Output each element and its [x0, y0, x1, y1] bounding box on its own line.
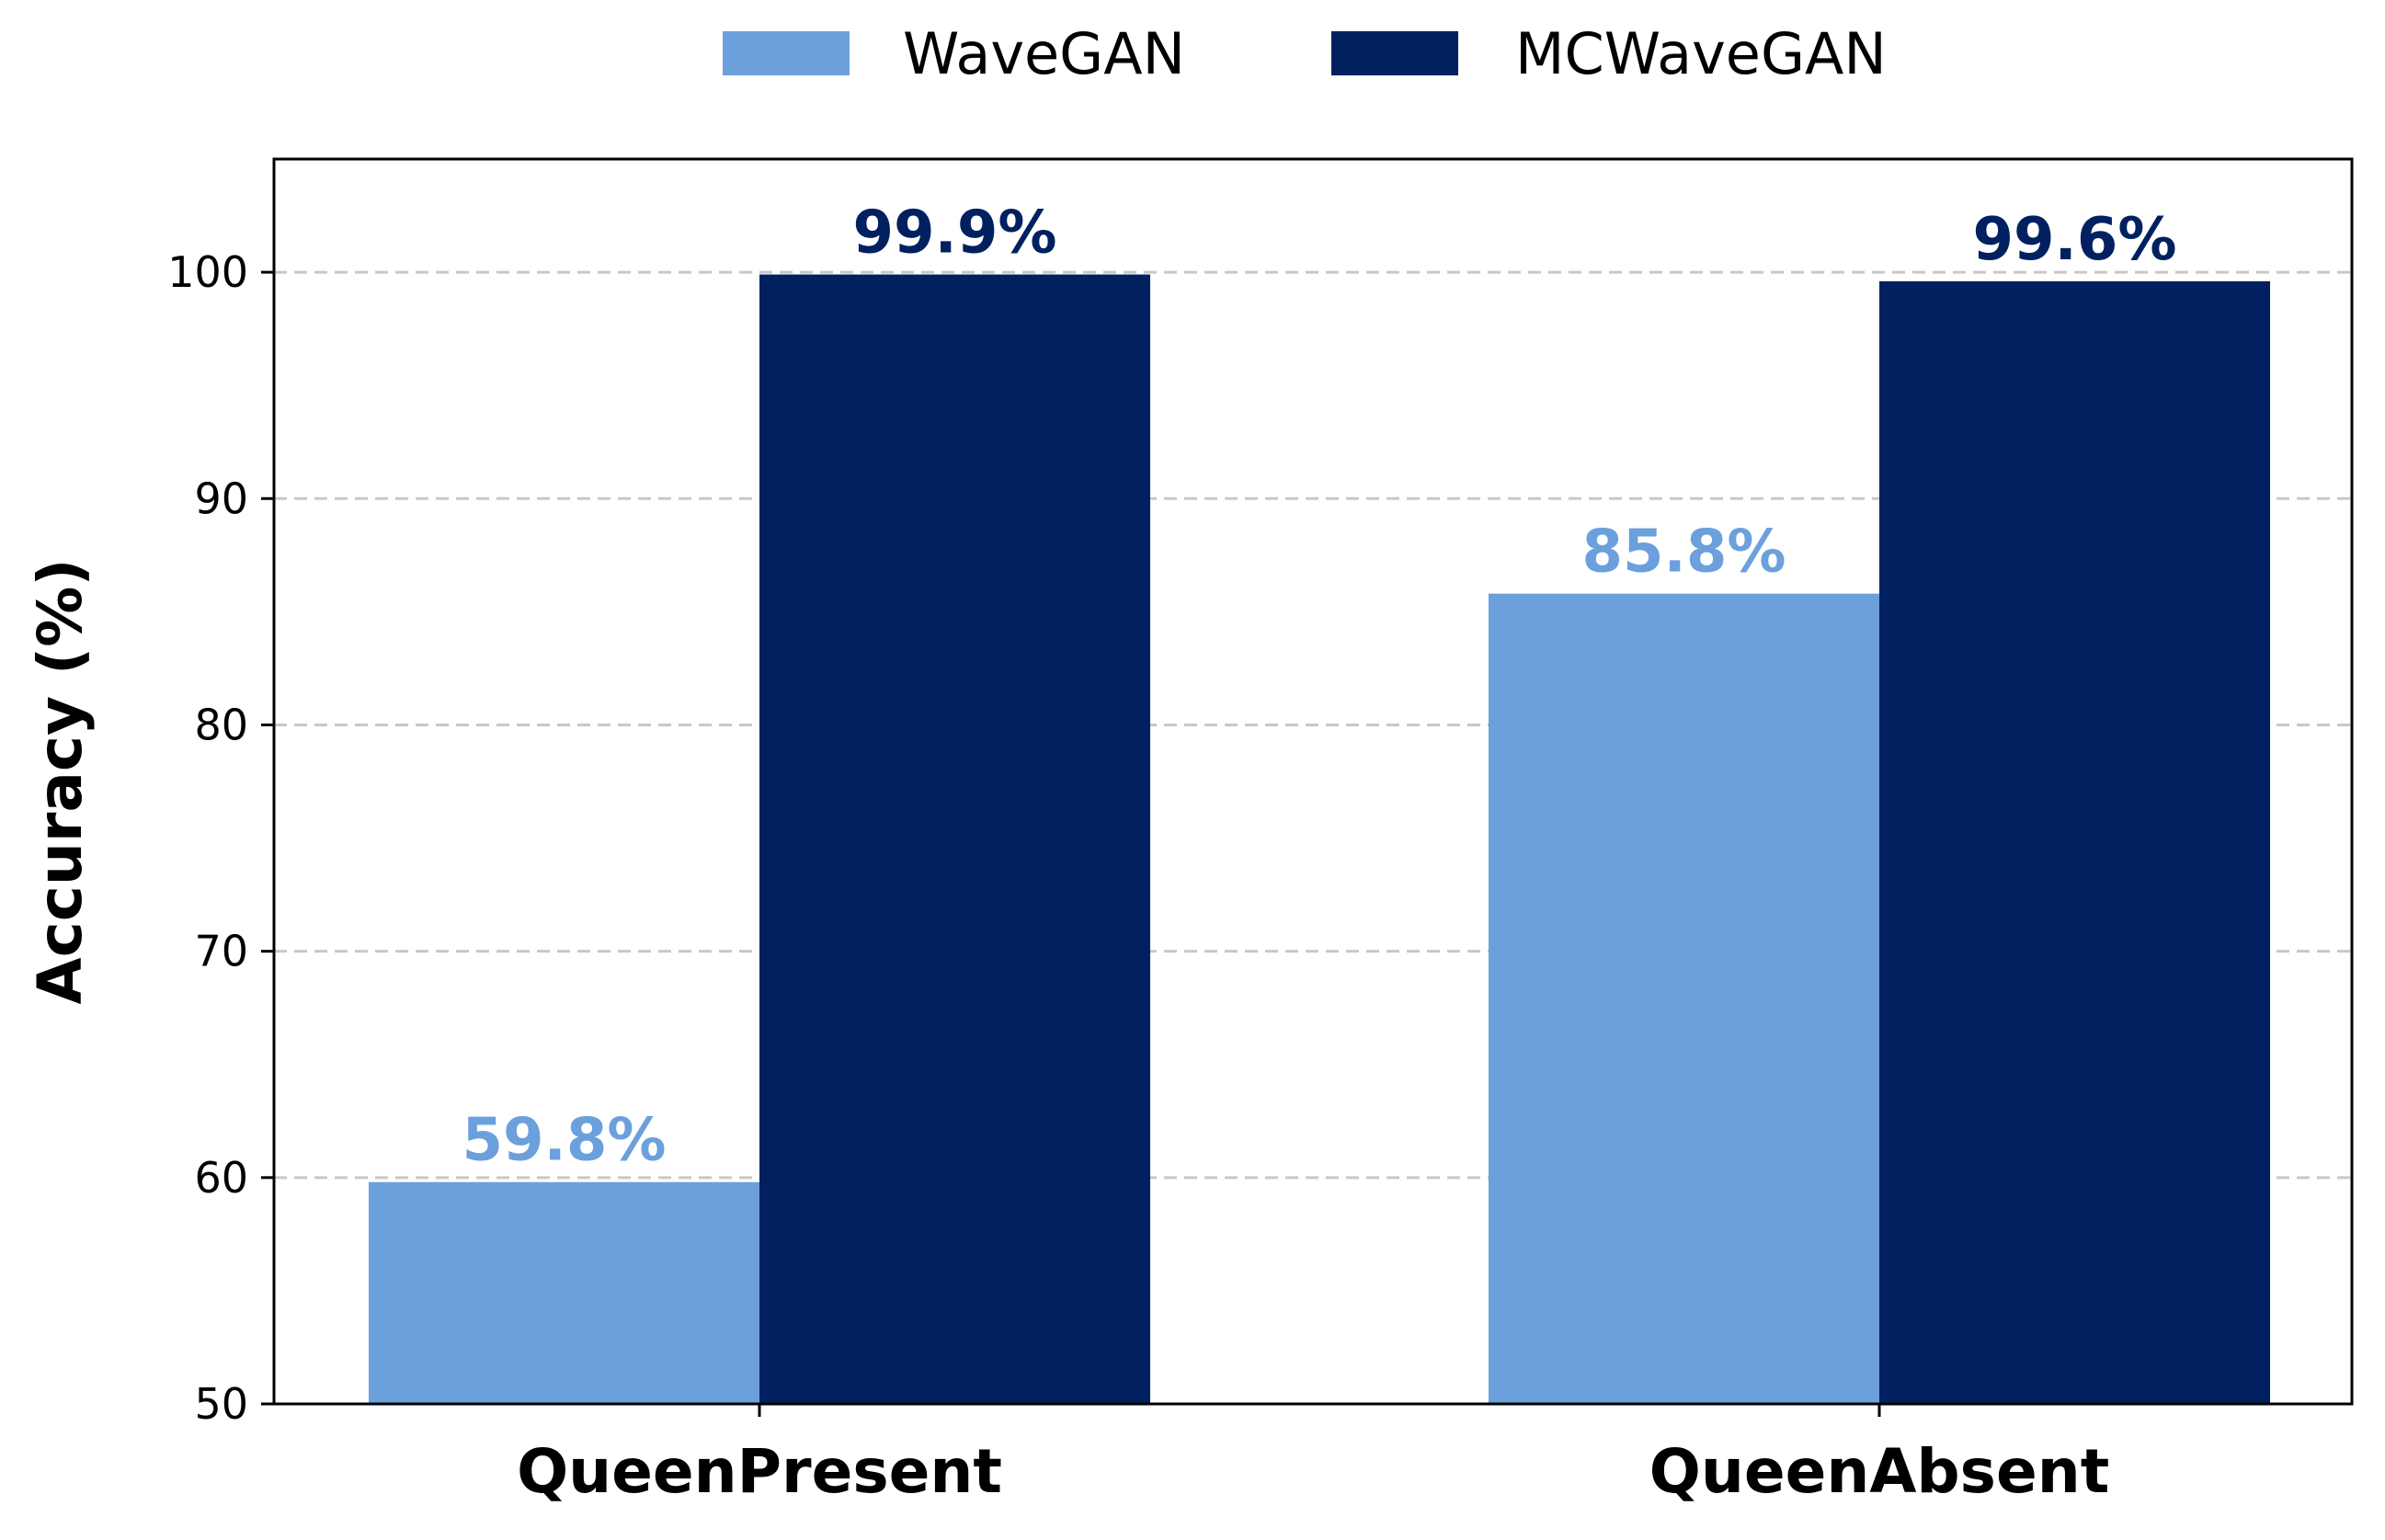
- legend-swatch-mcwavegan: [1331, 31, 1458, 75]
- y-tick-label-70: 70: [194, 927, 248, 976]
- x-tick-label-queenabsent: QueenAbsent: [1649, 1436, 2110, 1507]
- x-tick-label-queenpresent: QueenPresent: [517, 1436, 1002, 1507]
- data-label-mcwavegan-queenabsent: 99.6%: [1972, 206, 2176, 274]
- legend-label-mcwavegan: MCWaveGAN: [1515, 20, 1887, 87]
- legend-swatch-wavegan: [723, 31, 850, 75]
- bars: 59.8% 99.9% 85.8% 99.6%: [369, 200, 2270, 1404]
- data-label-mcwavegan-queenpresent: 99.9%: [852, 200, 1056, 268]
- y-tick-label-80: 80: [194, 700, 248, 749]
- data-label-wavegan-queenabsent: 85.8%: [1581, 519, 1786, 587]
- data-label-wavegan-queenpresent: 59.8%: [462, 1107, 666, 1175]
- y-tick-label-100: 100: [167, 247, 248, 297]
- y-tick-label-90: 90: [194, 473, 248, 523]
- bar-mcwavegan-queenpresent: [759, 274, 1150, 1404]
- bar-wavegan-queenabsent: [1489, 593, 1879, 1404]
- bar-mcwavegan-queenabsent: [1879, 280, 2270, 1404]
- y-tick-label-50: 50: [194, 1379, 248, 1429]
- plot-frame: [272, 157, 2354, 1406]
- x-axis-ticks: QueenPresent QueenAbsent: [517, 1404, 2109, 1507]
- y-axis-ticks: 50 60 70 80 90 100: [167, 247, 274, 1429]
- legend: WaveGAN MCWaveGAN: [723, 20, 1887, 87]
- bar-wavegan-queenpresent: [369, 1181, 759, 1404]
- legend-label-wavegan: WaveGAN: [903, 20, 1185, 87]
- y-axis-label: Accuracy (%): [25, 559, 96, 1005]
- y-tick-label-60: 60: [194, 1153, 248, 1203]
